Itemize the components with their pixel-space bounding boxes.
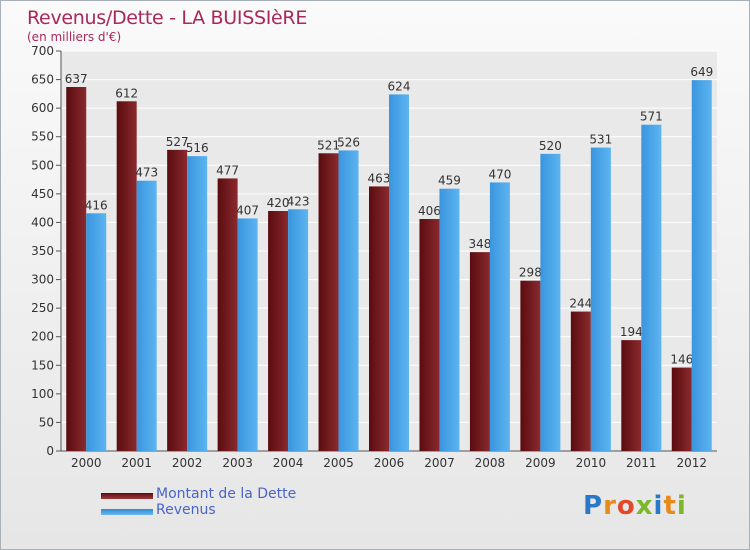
bar-dette <box>621 340 642 451</box>
data-label-dette: 194 <box>620 325 643 339</box>
data-label-revenus: 407 <box>236 203 259 217</box>
x-tick-label: 2007 <box>424 456 455 470</box>
bar-dette <box>66 87 87 451</box>
y-tick-label: 50 <box>39 415 54 429</box>
bar-dette <box>570 311 591 451</box>
data-label-revenus: 520 <box>539 139 562 153</box>
data-label-dette: 406 <box>418 204 441 218</box>
bar-revenus <box>86 213 107 451</box>
bar-dette <box>268 211 289 451</box>
chart-subtitle: (en milliers d'€) <box>27 30 122 44</box>
y-tick-label: 550 <box>31 130 54 144</box>
x-tick-label: 2012 <box>676 456 707 470</box>
bar-revenus <box>136 180 157 451</box>
bar-dette <box>116 101 137 452</box>
bar-revenus <box>691 80 712 452</box>
bar-revenus <box>187 156 208 451</box>
data-label-dette: 348 <box>468 237 491 251</box>
legend-label-dette: Montant de la Dette <box>156 486 297 502</box>
bar-revenus <box>237 218 258 451</box>
x-tick-label: 2010 <box>576 456 607 470</box>
data-label-dette: 298 <box>519 266 542 280</box>
bar-revenus <box>389 94 409 451</box>
data-label-revenus: 470 <box>488 167 511 181</box>
y-tick-label: 650 <box>31 73 54 87</box>
legend-swatch-revenus <box>101 509 153 515</box>
data-label-revenus: 649 <box>690 65 713 79</box>
y-tick-label: 200 <box>31 330 54 344</box>
x-tick-label: 2008 <box>475 456 506 470</box>
data-label-dette: 244 <box>569 297 592 311</box>
y-tick-label: 600 <box>31 101 54 115</box>
x-tick-label: 2009 <box>525 456 556 470</box>
data-label-revenus: 624 <box>388 79 411 93</box>
x-tick-label: 2005 <box>323 456 354 470</box>
x-tick-label: 2002 <box>172 456 203 470</box>
y-tick-label: 150 <box>31 358 54 372</box>
data-label-dette: 477 <box>216 163 239 177</box>
bar-dette <box>369 186 389 451</box>
data-label-dette: 521 <box>317 138 340 152</box>
bar-dette <box>217 178 238 451</box>
bar-revenus <box>439 188 460 451</box>
bar-dette <box>167 149 188 451</box>
data-label-dette: 146 <box>670 353 693 367</box>
bar-dette <box>419 219 440 451</box>
bar-dette <box>469 252 490 451</box>
y-tick-label: 350 <box>31 244 54 258</box>
x-tick-label: 2001 <box>121 456 152 470</box>
chart-title: Revenus/Dette - LA BUISSIèRE <box>27 7 308 29</box>
data-label-revenus: 473 <box>135 166 158 180</box>
x-tick-label: 2000 <box>71 456 102 470</box>
y-tick-label: 450 <box>31 187 54 201</box>
y-tick-label: 700 <box>31 44 54 58</box>
y-tick-label: 100 <box>31 387 54 401</box>
y-tick-label: 400 <box>31 215 54 229</box>
data-label-dette: 612 <box>115 86 138 100</box>
x-tick-label: 2006 <box>374 456 405 470</box>
y-tick-label: 300 <box>31 273 54 287</box>
bar-dette <box>520 280 541 451</box>
bar-revenus <box>338 150 359 451</box>
bar-revenus <box>489 182 510 451</box>
bar-revenus <box>590 147 611 452</box>
x-tick-label: 2011 <box>626 456 657 470</box>
data-label-dette: 420 <box>267 196 290 210</box>
data-label-revenus: 531 <box>589 133 612 147</box>
y-tick-label: 0 <box>46 444 54 458</box>
data-label-dette: 463 <box>368 171 391 185</box>
data-label-revenus: 526 <box>337 135 360 149</box>
bar-dette <box>671 367 692 451</box>
bar-revenus <box>641 124 662 451</box>
legend-label-revenus: Revenus <box>156 502 216 518</box>
data-label-revenus: 516 <box>186 141 209 155</box>
data-label-revenus: 459 <box>438 174 461 188</box>
y-tick-label: 250 <box>31 301 54 315</box>
y-tick-label: 500 <box>31 158 54 172</box>
data-label-revenus: 423 <box>287 194 310 208</box>
data-label-revenus: 416 <box>85 198 108 212</box>
data-label-dette: 527 <box>166 135 189 149</box>
bar-revenus <box>540 153 561 451</box>
data-label-dette: 637 <box>65 72 88 86</box>
x-tick-label: 2003 <box>222 456 253 470</box>
bar-revenus <box>288 209 309 451</box>
bar-dette <box>318 153 339 452</box>
data-label-revenus: 571 <box>640 110 663 124</box>
legend-swatch-dette <box>101 493 153 499</box>
proxiti-logo: Proxiti <box>583 491 687 521</box>
x-tick-label: 2004 <box>273 456 304 470</box>
